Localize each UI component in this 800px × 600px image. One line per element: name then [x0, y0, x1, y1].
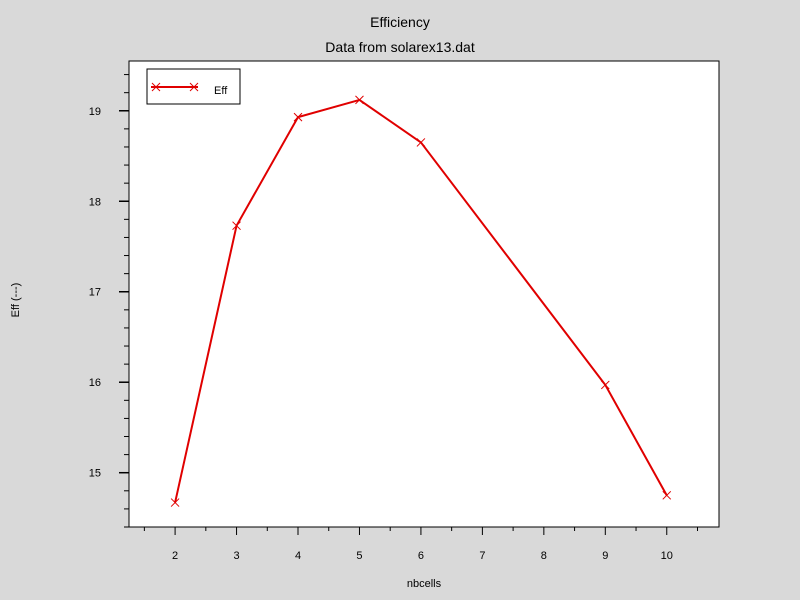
- legend: Eff: [146, 68, 241, 105]
- y-tick-label: 17: [89, 287, 101, 299]
- y-tick-label: 18: [89, 196, 101, 208]
- tick-labels: 2 3 4 5 6 7 8 9 10 15 16 17 18 19: [89, 106, 673, 562]
- data-point-marker: [662, 490, 672, 500]
- data-point-marker: [293, 112, 303, 122]
- y-tick-label: 16: [89, 377, 101, 389]
- y-axis-label: Eff (---): [10, 283, 22, 318]
- x-axis-label: nbcells: [407, 578, 442, 590]
- x-tick-label: 2: [172, 550, 178, 562]
- chart-title: Efficiency: [370, 14, 430, 30]
- legend-marker-icon: [151, 82, 199, 92]
- axis-ticks: [119, 74, 698, 535]
- chart-subtitle: Data from solarex13.dat: [325, 39, 475, 55]
- x-tick-label: 10: [661, 550, 673, 562]
- x-tick-label: 7: [479, 550, 485, 562]
- x-tick-label: 3: [233, 550, 239, 562]
- data-point-marker: [416, 138, 426, 147]
- plot-area: [128, 60, 720, 528]
- x-tick-label: 9: [602, 550, 608, 562]
- data-point-marker: [170, 498, 180, 507]
- x-tick-label: 6: [418, 550, 424, 562]
- data-point-marker: [600, 380, 610, 390]
- data-point-marker: [355, 95, 364, 105]
- x-tick-label: 8: [541, 550, 547, 562]
- x-tick-label: 5: [356, 550, 362, 562]
- x-tick-label: 4: [295, 550, 301, 562]
- legend-label-eff: Eff: [214, 85, 228, 97]
- y-tick-label: 15: [89, 468, 101, 480]
- series-layer: [170, 95, 672, 507]
- data-point-marker: [232, 221, 241, 231]
- y-tick-label: 19: [89, 106, 101, 118]
